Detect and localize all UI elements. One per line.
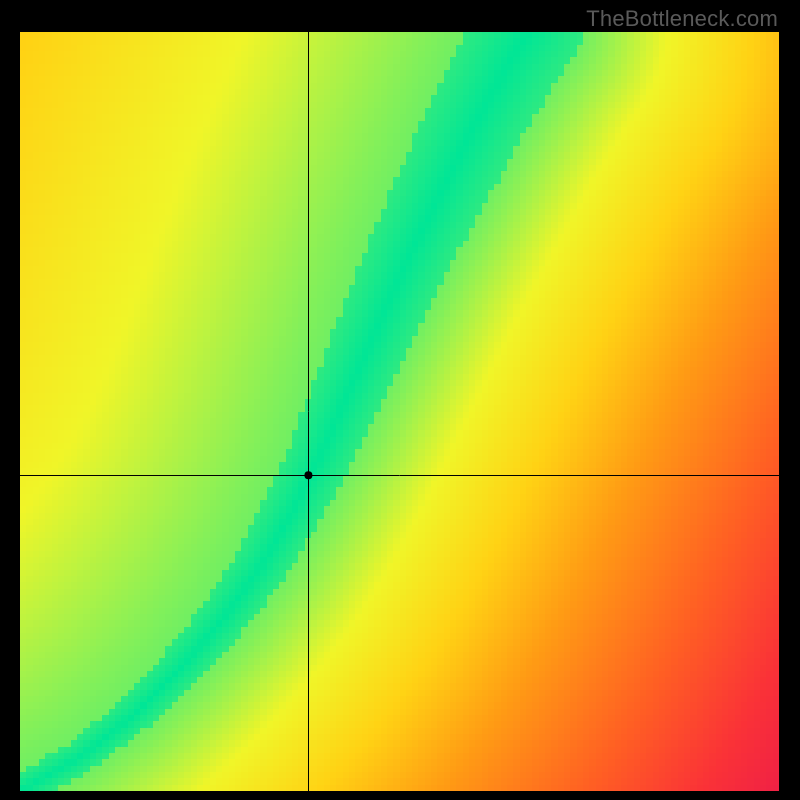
chart-container: TheBottleneck.com (0, 0, 800, 800)
bottleneck-heatmap (20, 32, 779, 791)
watermark-text: TheBottleneck.com (586, 6, 778, 32)
